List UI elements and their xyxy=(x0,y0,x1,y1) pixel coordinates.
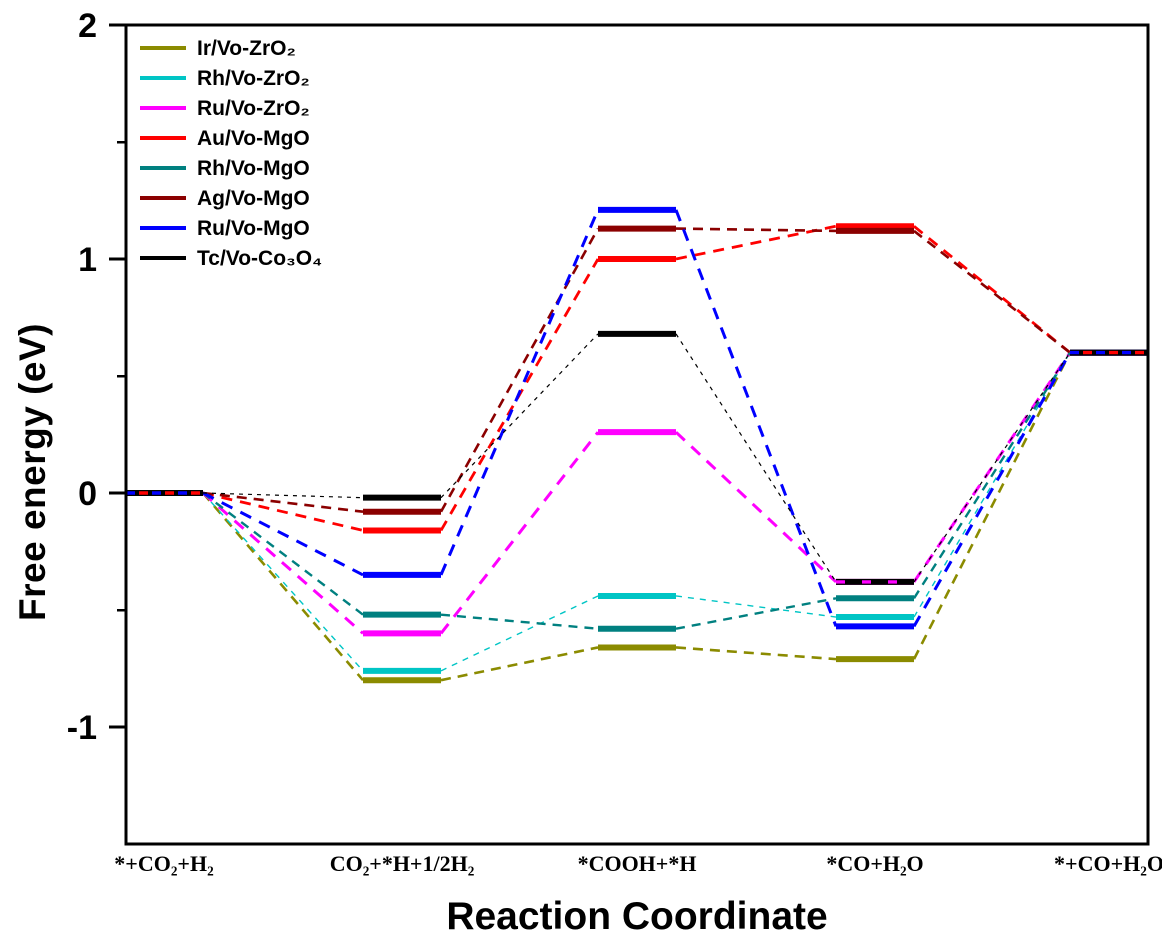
legend-swatch xyxy=(140,226,186,230)
y-tick-label: 1 xyxy=(78,241,97,279)
legend-swatch xyxy=(140,76,186,80)
legend-item: Ru/Vo-ZrO₂ xyxy=(140,93,322,123)
connector-line xyxy=(675,333,837,583)
connector-line xyxy=(675,227,837,233)
legend-swatch xyxy=(140,106,186,110)
legend: Ir/Vo-ZrO₂ Rh/Vo-ZrO₂ Ru/Vo-ZrO₂ Au/Vo-MgO R… xyxy=(140,33,322,273)
connector-line xyxy=(202,491,364,514)
connector-line xyxy=(439,209,600,576)
connector-line xyxy=(202,491,364,635)
legend-swatch xyxy=(140,46,186,50)
connector-line xyxy=(913,352,1071,618)
connector-line xyxy=(913,352,1071,583)
legend-item: Rh/Vo-MgO xyxy=(140,153,322,183)
connector-line xyxy=(202,491,364,532)
connector-line xyxy=(675,595,837,618)
connector-line xyxy=(440,613,599,630)
legend-item: Au/Vo-MgO xyxy=(140,123,322,153)
y-axis-title: Free energy (eV) xyxy=(12,323,53,621)
legend-swatch xyxy=(140,136,186,140)
legend-item: Ag/Vo-MgO xyxy=(140,183,322,213)
legend-item: Rh/Vo-ZrO₂ xyxy=(140,63,322,93)
connector-line xyxy=(912,351,1072,628)
connector-line xyxy=(440,595,599,672)
connector-line xyxy=(440,333,599,499)
legend-label: Ru/Vo-ZrO₂ xyxy=(197,96,310,120)
connector-line xyxy=(912,352,1072,660)
legend-swatch xyxy=(140,196,186,200)
legend-label: Ag/Vo-MgO xyxy=(197,186,310,210)
plot-frame xyxy=(124,23,1150,846)
connector-line xyxy=(675,224,837,261)
connector-line xyxy=(675,597,837,630)
connector-line xyxy=(912,351,1072,599)
x-axis-title: Reaction Coordinate xyxy=(446,895,828,938)
connector-line xyxy=(439,227,600,513)
y-tick-label: 2 xyxy=(78,7,97,45)
legend-item: Tc/Vo-Co₃O₄ xyxy=(140,243,322,273)
connector-line xyxy=(674,431,838,584)
legend-item: Ru/Vo-MgO xyxy=(140,213,322,243)
connector-line xyxy=(675,646,837,661)
connector-line xyxy=(202,492,364,672)
connector-line xyxy=(439,431,600,635)
connector-line xyxy=(674,209,838,627)
connector-line xyxy=(202,491,364,577)
legend-label: Ru/Vo-MgO xyxy=(197,216,310,240)
legend-swatch xyxy=(140,256,186,260)
legend-swatch xyxy=(140,166,186,170)
legend-label: Au/Vo-MgO xyxy=(197,126,310,150)
y-tick-label: -1 xyxy=(67,709,97,747)
connector-line xyxy=(440,646,599,682)
legend-item: Ir/Vo-ZrO₂ xyxy=(140,33,322,63)
connector-line xyxy=(913,225,1071,354)
connector-line xyxy=(202,492,364,616)
connector-line xyxy=(202,492,364,682)
legend-label: Rh/Vo-ZrO₂ xyxy=(197,66,310,90)
legend-label: Tc/Vo-Co₃O₄ xyxy=(197,246,323,270)
y-tick-label: 0 xyxy=(78,475,97,513)
legend-label: Rh/Vo-MgO xyxy=(197,156,310,180)
legend-label: Ir/Vo-ZrO₂ xyxy=(197,36,296,60)
